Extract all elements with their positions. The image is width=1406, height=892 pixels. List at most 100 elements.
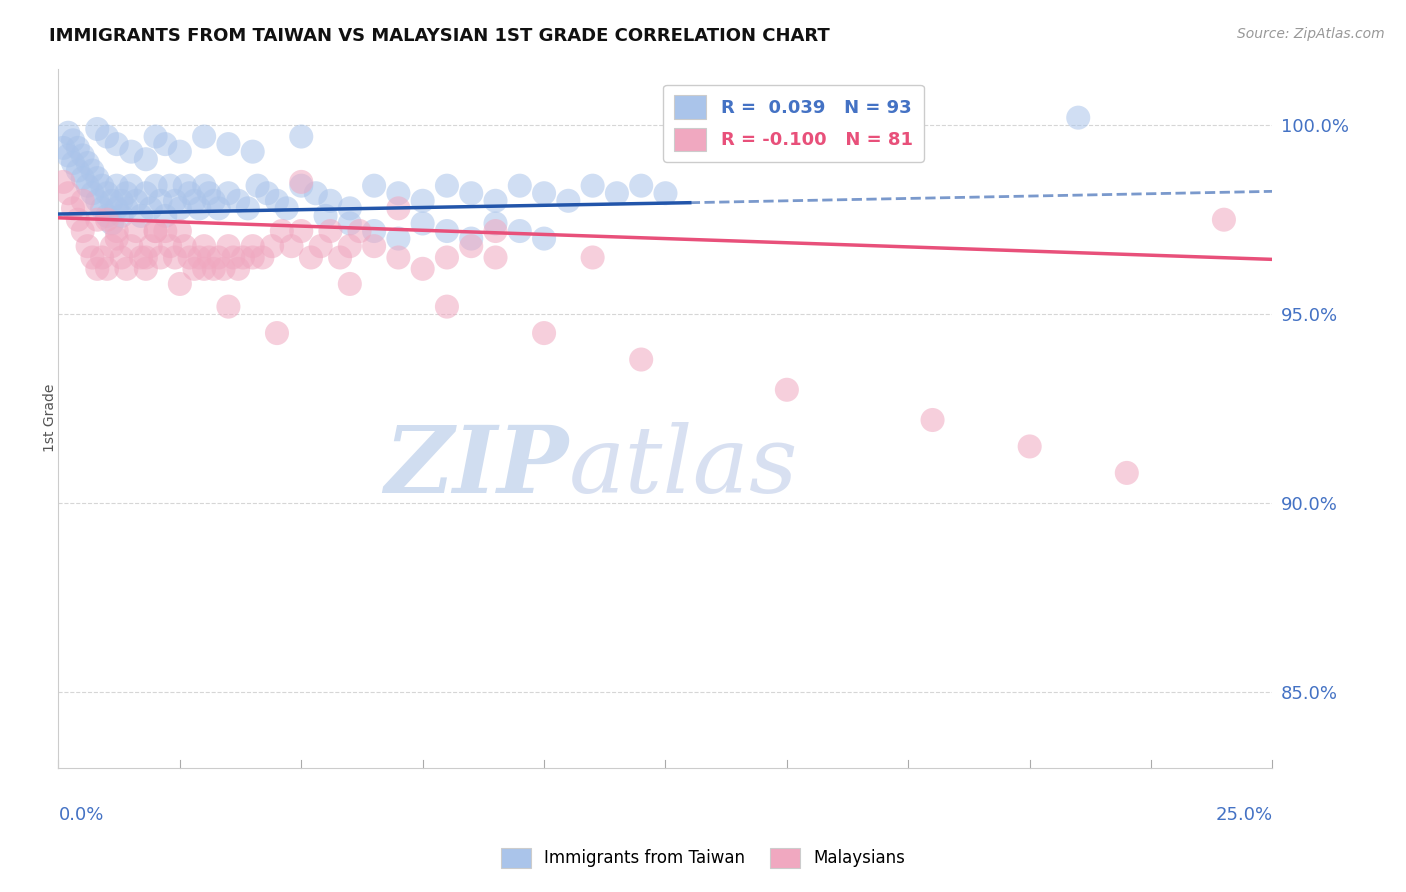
Point bbox=[654, 186, 676, 201]
Point bbox=[66, 163, 89, 178]
Point bbox=[484, 194, 506, 208]
Point bbox=[193, 178, 215, 193]
Text: 25.0%: 25.0% bbox=[1215, 806, 1272, 824]
Point bbox=[135, 251, 157, 265]
Point bbox=[72, 194, 94, 208]
Point bbox=[1213, 212, 1236, 227]
Point bbox=[436, 178, 458, 193]
Point bbox=[188, 251, 211, 265]
Point bbox=[533, 186, 555, 201]
Point bbox=[91, 178, 114, 193]
Point bbox=[125, 224, 148, 238]
Text: IMMIGRANTS FROM TAIWAN VS MALAYSIAN 1ST GRADE CORRELATION CHART: IMMIGRANTS FROM TAIWAN VS MALAYSIAN 1ST … bbox=[49, 27, 830, 45]
Point bbox=[66, 141, 89, 155]
Point bbox=[139, 202, 162, 216]
Text: ZIP: ZIP bbox=[384, 422, 568, 512]
Point bbox=[460, 239, 482, 253]
Point bbox=[52, 141, 75, 155]
Point bbox=[120, 239, 142, 253]
Point bbox=[412, 217, 434, 231]
Point bbox=[82, 251, 104, 265]
Point bbox=[290, 129, 312, 144]
Point bbox=[193, 261, 215, 276]
Point bbox=[120, 145, 142, 159]
Point bbox=[82, 163, 104, 178]
Point bbox=[105, 231, 128, 245]
Point bbox=[266, 194, 288, 208]
Point bbox=[183, 194, 205, 208]
Point bbox=[173, 178, 195, 193]
Point bbox=[280, 239, 302, 253]
Point bbox=[217, 239, 239, 253]
Point bbox=[217, 186, 239, 201]
Point bbox=[387, 231, 409, 245]
Point bbox=[339, 217, 361, 231]
Point bbox=[581, 251, 603, 265]
Point bbox=[349, 224, 371, 238]
Point bbox=[630, 178, 652, 193]
Point bbox=[436, 251, 458, 265]
Point bbox=[581, 178, 603, 193]
Point bbox=[276, 202, 298, 216]
Point bbox=[129, 251, 152, 265]
Point bbox=[76, 156, 98, 170]
Point bbox=[217, 300, 239, 314]
Point bbox=[1115, 466, 1137, 480]
Point bbox=[135, 261, 157, 276]
Point bbox=[262, 239, 284, 253]
Point bbox=[193, 129, 215, 144]
Point bbox=[339, 239, 361, 253]
Point bbox=[155, 224, 177, 238]
Point bbox=[129, 209, 152, 223]
Point bbox=[56, 186, 79, 201]
Point bbox=[460, 231, 482, 245]
Text: 0.0%: 0.0% bbox=[59, 806, 104, 824]
Point bbox=[1067, 111, 1090, 125]
Text: Source: ZipAtlas.com: Source: ZipAtlas.com bbox=[1237, 27, 1385, 41]
Point bbox=[484, 224, 506, 238]
Point bbox=[56, 126, 79, 140]
Point bbox=[208, 202, 231, 216]
Point bbox=[62, 156, 84, 170]
Point bbox=[363, 178, 385, 193]
Point bbox=[339, 277, 361, 291]
Point bbox=[91, 251, 114, 265]
Point bbox=[135, 153, 157, 167]
Point bbox=[208, 251, 231, 265]
Point bbox=[110, 209, 132, 223]
Point bbox=[319, 224, 342, 238]
Point bbox=[202, 261, 225, 276]
Point bbox=[120, 178, 142, 193]
Point bbox=[110, 194, 132, 208]
Point bbox=[315, 209, 337, 223]
Point bbox=[222, 251, 245, 265]
Point bbox=[179, 251, 201, 265]
Point bbox=[62, 202, 84, 216]
Point bbox=[339, 202, 361, 216]
Point bbox=[145, 224, 167, 238]
Point bbox=[163, 251, 186, 265]
Point bbox=[290, 178, 312, 193]
Point bbox=[921, 413, 943, 427]
Point bbox=[149, 194, 172, 208]
Point bbox=[76, 239, 98, 253]
Point bbox=[52, 175, 75, 189]
Point bbox=[436, 300, 458, 314]
Point bbox=[96, 129, 118, 144]
Point bbox=[139, 239, 162, 253]
Point bbox=[232, 251, 254, 265]
Point bbox=[101, 194, 124, 208]
Point bbox=[533, 326, 555, 340]
Point bbox=[96, 212, 118, 227]
Text: atlas: atlas bbox=[568, 422, 797, 512]
Point bbox=[533, 231, 555, 245]
Point bbox=[105, 202, 128, 216]
Point bbox=[183, 261, 205, 276]
Point bbox=[115, 261, 138, 276]
Point bbox=[86, 212, 108, 227]
Point bbox=[115, 202, 138, 216]
Point bbox=[101, 239, 124, 253]
Point bbox=[242, 239, 264, 253]
Point bbox=[145, 129, 167, 144]
Point bbox=[96, 209, 118, 223]
